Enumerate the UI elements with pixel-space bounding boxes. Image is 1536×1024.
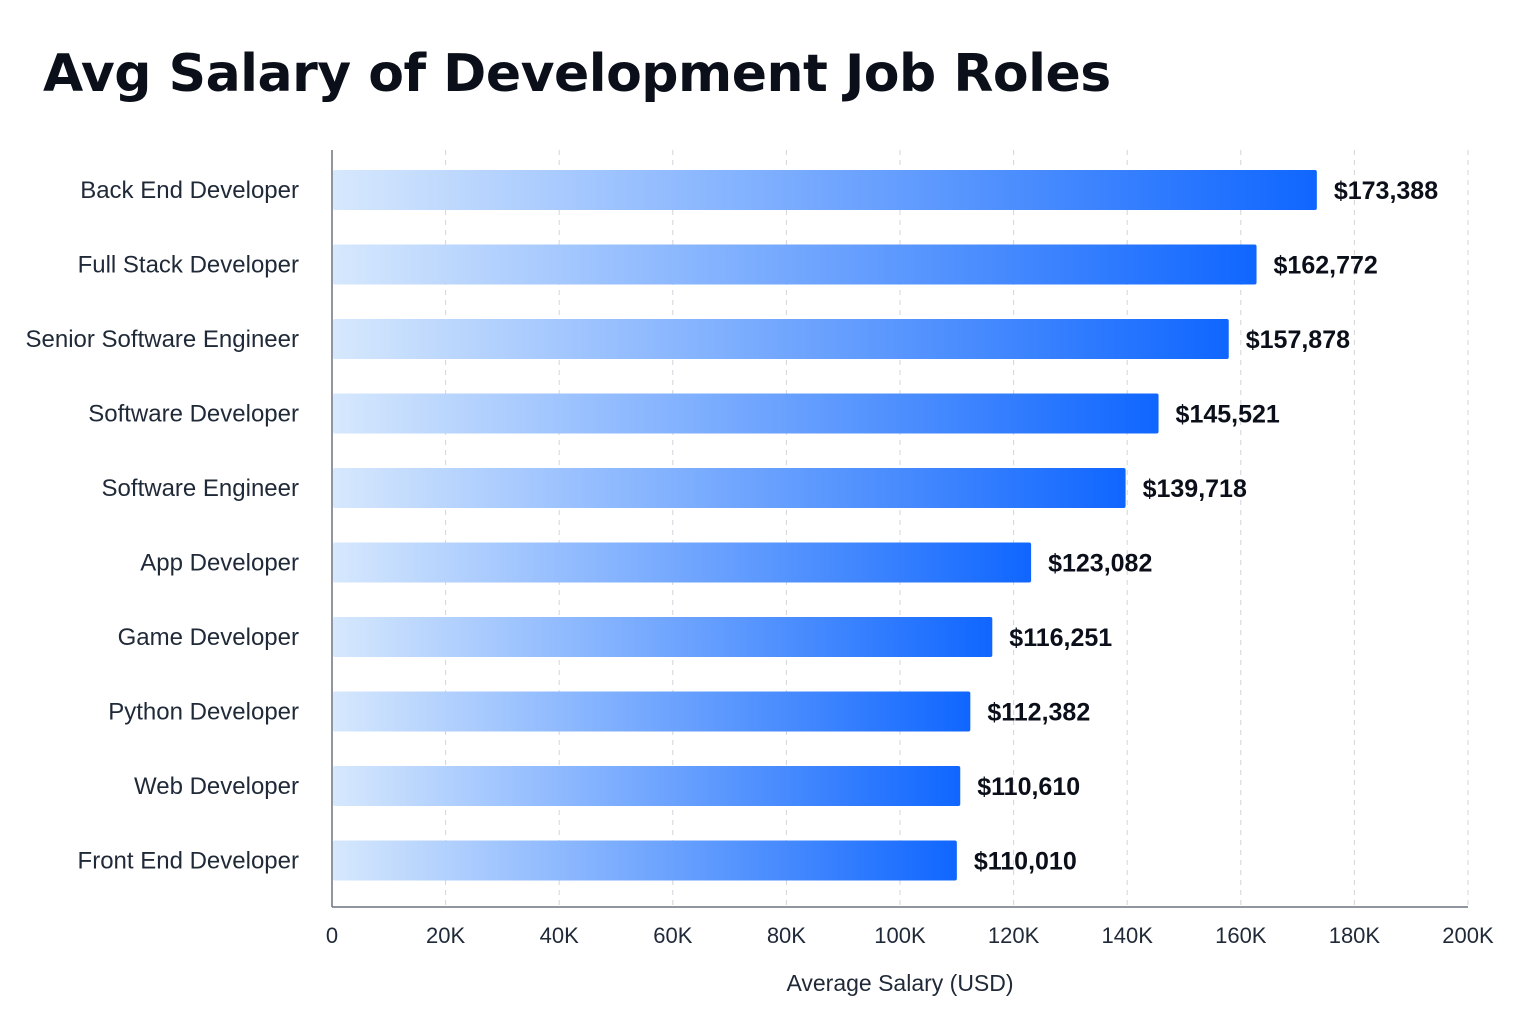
category-label: Senior Software Engineer	[26, 326, 300, 353]
category-label: Full Stack Developer	[78, 252, 299, 279]
chart-title: Avg Salary of Development Job Roles	[43, 44, 1111, 104]
bar	[333, 393, 1159, 434]
bar	[333, 468, 1126, 508]
x-tick-label: 40K	[540, 923, 579, 948]
category-label: Python Developer	[108, 699, 299, 726]
x-tick-label: 140K	[1102, 923, 1154, 948]
bars	[333, 170, 1317, 881]
value-label: $139,718	[1143, 475, 1247, 503]
x-axis-title: Average Salary (USD)	[786, 970, 1013, 996]
bar	[333, 319, 1229, 359]
category-label: Web Developer	[134, 773, 299, 800]
value-label: $123,082	[1048, 550, 1152, 578]
bar	[333, 542, 1032, 583]
value-label: $145,521	[1176, 401, 1280, 429]
value-label: $110,610	[977, 773, 1080, 801]
value-label: $162,772	[1274, 252, 1378, 280]
bar	[333, 691, 971, 732]
bar	[333, 244, 1257, 285]
value-label: $110,010	[974, 848, 1077, 876]
category-label: Software Engineer	[102, 475, 299, 502]
category-label: App Developer	[140, 550, 299, 577]
bar	[333, 170, 1317, 210]
category-label: Software Developer	[88, 401, 299, 428]
bar	[333, 617, 993, 657]
value-label: $116,251	[1009, 624, 1112, 652]
value-label: $157,878	[1246, 326, 1350, 354]
value-label: $173,388	[1334, 177, 1438, 205]
labels: 0 20K 40K 60K 80K 100K 120K 140K 160K 180K 200K Bac…	[26, 177, 1495, 996]
x-tick-label: 200K	[1442, 923, 1494, 948]
x-tick-label: 0	[326, 923, 338, 948]
x-tick-label: 180K	[1329, 923, 1381, 948]
category-label: Front End Developer	[78, 848, 299, 875]
bar	[333, 840, 957, 881]
axes	[331, 150, 1468, 908]
category-label: Back End Developer	[80, 177, 299, 204]
x-tick-label: 160K	[1215, 923, 1267, 948]
x-tick-label: 60K	[653, 923, 692, 948]
value-label: $112,382	[987, 699, 1090, 727]
x-tick-label: 100K	[874, 923, 926, 948]
x-tick-label: 20K	[426, 923, 465, 948]
category-label: Game Developer	[118, 624, 299, 651]
bar	[333, 766, 961, 806]
x-tick-label: 80K	[767, 923, 806, 948]
x-tick-label: 120K	[988, 923, 1040, 948]
